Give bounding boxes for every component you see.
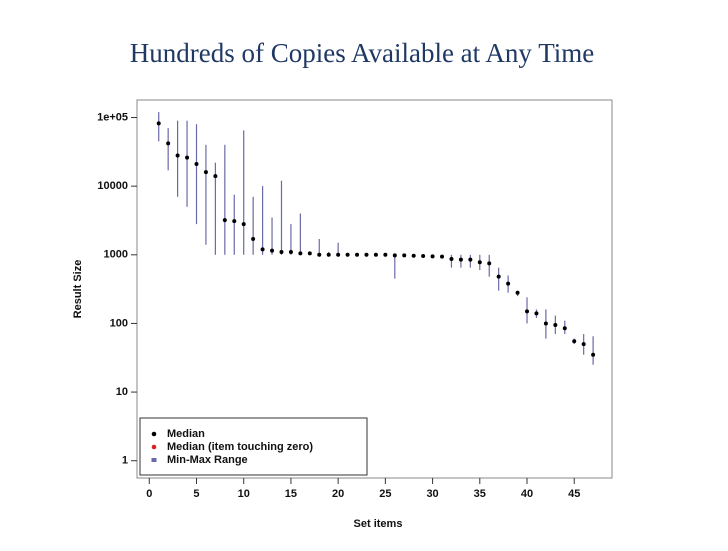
median-point <box>487 261 492 266</box>
y-tick-label: 10000 <box>97 180 128 192</box>
median-point <box>298 251 303 256</box>
plot-frame <box>136 99 613 479</box>
median-point <box>534 311 539 316</box>
median-point <box>402 253 407 258</box>
median-point <box>392 253 397 258</box>
legend-label: Median <box>167 428 205 440</box>
x-tick-label: 45 <box>568 488 580 500</box>
x-tick-label: 30 <box>426 488 438 500</box>
x-tick-label: 0 <box>146 488 152 500</box>
legend-box <box>139 417 368 476</box>
median-point <box>222 218 227 223</box>
median-point <box>562 326 567 331</box>
median-point <box>232 219 237 224</box>
median-point <box>355 252 360 257</box>
y-tick-label: 1000 <box>104 249 128 261</box>
x-tick-label: 35 <box>474 488 486 500</box>
median-point <box>213 174 218 179</box>
median-point <box>251 236 256 241</box>
median-point <box>175 153 180 158</box>
median-point <box>468 257 473 262</box>
median-point <box>203 170 208 175</box>
median-point <box>421 254 426 259</box>
x-tick-label: 10 <box>238 488 250 500</box>
median-point <box>581 342 586 347</box>
median-point <box>553 322 558 327</box>
median-point <box>279 249 284 254</box>
x-tick-label: 40 <box>521 488 533 500</box>
median-point <box>525 309 530 314</box>
median-point <box>185 155 190 160</box>
legend-label: Median (item touching zero) <box>167 441 313 453</box>
median-point <box>572 339 577 344</box>
x-axis-label: Set items <box>354 518 403 530</box>
median-point <box>166 141 171 146</box>
legend-label: Min-Max Range <box>167 454 248 466</box>
median-point <box>515 290 520 295</box>
x-tick-label: 20 <box>332 488 344 500</box>
y-axis-label: Result Size <box>72 260 84 319</box>
median-point <box>345 252 350 257</box>
median-point <box>440 254 445 259</box>
median-point <box>317 252 322 257</box>
median-point <box>543 321 548 326</box>
legend-marker <box>151 431 157 437</box>
median-point <box>373 252 378 257</box>
y-tick-label: 1 <box>122 455 128 467</box>
median-point <box>411 253 416 258</box>
median-point <box>496 274 501 279</box>
median-point <box>430 254 435 259</box>
median-point <box>307 251 312 256</box>
median-point <box>260 247 265 252</box>
median-point <box>591 352 596 357</box>
y-tick-label: 100 <box>110 317 128 329</box>
median-point <box>458 257 463 262</box>
median-point <box>326 252 331 257</box>
y-tick-label: 1e+05 <box>97 111 128 123</box>
median-point <box>241 222 246 227</box>
median-point <box>156 121 161 126</box>
x-tick-label: 25 <box>379 488 391 500</box>
median-point <box>194 162 199 167</box>
median-point <box>336 252 341 257</box>
median-point <box>506 281 511 286</box>
chart-title: Hundreds of Copies Available at Any Time <box>130 38 594 68</box>
x-tick-label: 15 <box>285 488 297 500</box>
median-point <box>449 256 454 261</box>
x-tick-label: 5 <box>193 488 199 500</box>
median-point <box>270 248 275 253</box>
median-point <box>364 252 369 257</box>
median-point <box>383 252 388 257</box>
median-point <box>288 249 293 254</box>
legend-marker <box>151 444 157 450</box>
legend-marker <box>151 458 157 462</box>
median-point <box>477 260 482 265</box>
y-tick-label: 10 <box>116 386 128 398</box>
